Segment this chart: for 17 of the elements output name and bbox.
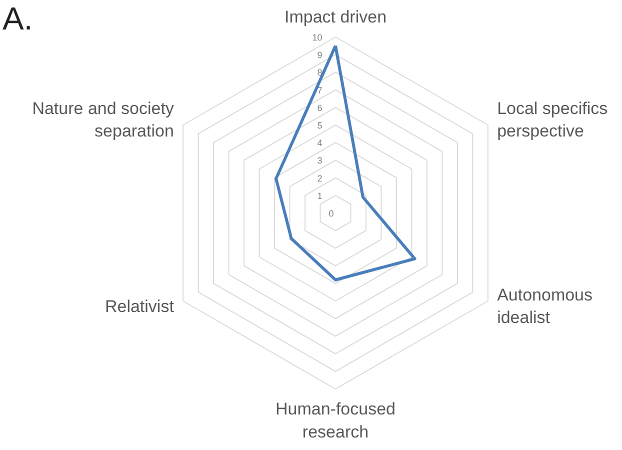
y-tick-label: 9 <box>317 50 322 60</box>
spoke-label: Relativist <box>104 296 174 316</box>
y-tick-label: 10 <box>312 32 322 42</box>
y-tick-label: 0 <box>328 208 334 218</box>
y-tick-label: 3 <box>317 156 322 166</box>
spoke-label: Human-focused research <box>276 400 396 442</box>
spoke-label: Autonomous idealist <box>497 285 593 328</box>
y-tick-label: 5 <box>317 120 322 130</box>
y-tick-label: 4 <box>317 138 322 148</box>
y-tick-label: 1 <box>317 190 322 201</box>
y-tick-label: 2 <box>317 173 322 184</box>
spoke-label: Local specifics perspective <box>497 98 608 141</box>
y-tick-label: 7 <box>317 85 322 96</box>
spoke-label: Nature and society separation <box>32 98 174 141</box>
chart-title: A. <box>2 0 33 36</box>
spoke-label: Impact driven <box>284 7 387 26</box>
y-tick-label: 6 <box>317 102 322 113</box>
